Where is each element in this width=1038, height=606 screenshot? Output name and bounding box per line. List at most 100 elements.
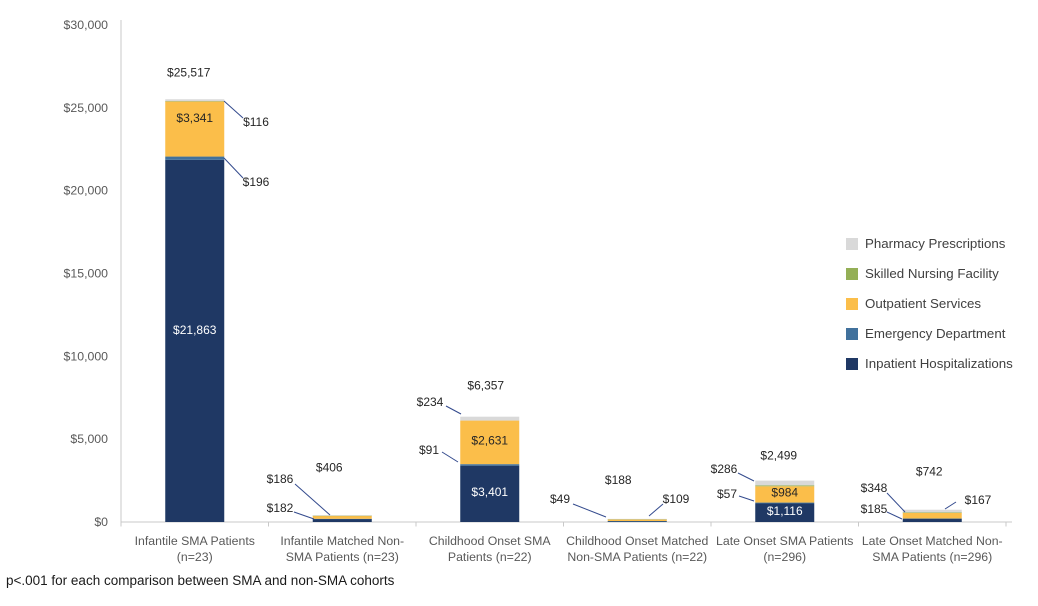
- callout-line: [648, 503, 664, 517]
- bar-segment-outpatient: [460, 420, 520, 465]
- category-label: (n=23): [177, 550, 213, 564]
- bar-segment-emergency: [607, 521, 667, 522]
- callout-line: [293, 511, 315, 520]
- bar-inside-label: $2,631: [471, 433, 508, 447]
- y-tick-label: $0: [94, 515, 108, 529]
- callout-label: $348: [861, 481, 888, 495]
- callout-label: $116: [243, 115, 269, 129]
- bar-segment-inpatient: [165, 159, 225, 522]
- callout-label: $196: [243, 175, 270, 189]
- legend-swatch-pharmacy-icon: [846, 237, 858, 250]
- y-tick-label: $10,000: [64, 349, 109, 363]
- callout-line: [737, 472, 755, 482]
- bar-segment-pharmacy: [165, 99, 225, 102]
- category-label: Infantile Matched Non-: [280, 534, 404, 548]
- bar-inside-label: $1,116: [767, 504, 803, 518]
- callout-line: [886, 492, 906, 513]
- legend-item-skilled-nursing: Skilled Nursing Facility: [846, 266, 1013, 281]
- category-label: Non-SMA Patients (n=22): [567, 550, 707, 564]
- legend-swatch-emergency-icon: [846, 327, 858, 340]
- legend-label-emergency: Emergency Department: [865, 326, 1006, 341]
- callout-line: [886, 511, 903, 520]
- bar-segment-inpatient: [902, 518, 962, 522]
- callout-label: $234: [417, 395, 444, 409]
- callout-label: $186: [267, 472, 294, 486]
- bar-segment-snf: [902, 512, 962, 513]
- bar-segment-emergency: [902, 518, 962, 520]
- callout-label: $167: [965, 493, 992, 507]
- legend-label-outpatient: Outpatient Services: [865, 296, 982, 311]
- y-tick-label: $20,000: [64, 184, 109, 198]
- bar-segment-pharmacy: [312, 515, 372, 516]
- y-tick-label: $30,000: [64, 18, 109, 32]
- callout-label: $182: [267, 501, 294, 515]
- bar-segment-snf: [312, 515, 372, 517]
- bar-segment-outpatient: [607, 519, 667, 522]
- category-label: Childhood Onset SMA: [429, 534, 551, 548]
- bar-total-label: $6,357: [467, 379, 504, 393]
- bar-segment-outpatient: [902, 512, 962, 519]
- bar-total-label: $25,517: [167, 65, 211, 79]
- legend-item-inpatient: Inpatient Hospitalizations: [846, 356, 1013, 371]
- bar-inside-label: $21,863: [173, 323, 217, 337]
- bar-segment-emergency: [755, 502, 815, 504]
- bar-segment-inpatient: [460, 465, 520, 522]
- legend: Pharmacy Prescriptions Skilled Nursing F…: [846, 236, 1013, 371]
- category-label: Late Onset SMA Patients: [716, 534, 853, 548]
- callout-line: [738, 495, 755, 502]
- callout-line: [294, 483, 331, 516]
- callout-line: [223, 100, 244, 119]
- legend-swatch-inpatient-icon: [846, 357, 858, 370]
- callout-label: $49: [550, 492, 570, 506]
- callout-label: $185: [861, 502, 888, 516]
- legend-label-skilled-nursing: Skilled Nursing Facility: [865, 266, 999, 281]
- bar-inside-label: $3,401: [471, 485, 508, 499]
- y-tick-label: $25,000: [64, 101, 109, 115]
- legend-item-outpatient: Outpatient Services: [846, 296, 1013, 311]
- y-tick-label: $15,000: [64, 267, 109, 281]
- bar-segment-inpatient: [607, 521, 667, 522]
- bar-segment-pharmacy: [902, 509, 962, 513]
- callout-label: $57: [717, 487, 737, 501]
- legend-swatch-outpatient-icon: [846, 297, 858, 310]
- bar-segment-pharmacy: [607, 518, 667, 520]
- callout-line: [223, 157, 244, 179]
- callout-label: $91: [419, 443, 439, 457]
- category-label: Patients (n=22): [448, 550, 532, 564]
- callout-line: [572, 503, 607, 518]
- category-label: SMA Patients (n=23): [286, 550, 399, 564]
- bar-segment-outpatient: [312, 515, 372, 519]
- bar-segment-outpatient: [165, 101, 225, 157]
- bar-total-label: $188: [605, 473, 632, 487]
- category-label: Late Onset Matched Non-: [862, 534, 1003, 548]
- callout-line: [441, 451, 459, 463]
- bar-segment-snf: [165, 101, 225, 102]
- callout-line: [445, 405, 462, 415]
- bar-segment-emergency: [460, 464, 520, 466]
- category-label: Childhood Onset Matched: [566, 534, 708, 548]
- legend-label-pharmacy: Pharmacy Prescriptions: [865, 236, 1006, 251]
- bar-segment-emergency: [312, 518, 372, 520]
- callout-line: [944, 501, 957, 510]
- legend-item-emergency: Emergency Department: [846, 326, 1013, 341]
- bar-inside-label: $984: [771, 485, 798, 499]
- bar-total-label: $742: [916, 465, 943, 479]
- bar-inside-label: $3,341: [176, 111, 213, 125]
- category-label: SMA Patients (n=296): [872, 550, 992, 564]
- bar-segment-snf: [755, 485, 815, 487]
- category-label: Infantile SMA Patients: [135, 534, 255, 548]
- bar-total-label: $2,499: [760, 449, 797, 463]
- legend-item-pharmacy: Pharmacy Prescriptions: [846, 236, 1013, 251]
- callout-label: $286: [711, 462, 738, 476]
- bar-segment-pharmacy: [460, 416, 520, 421]
- callout-label: $109: [663, 492, 690, 506]
- bar-segment-inpatient: [755, 503, 815, 522]
- legend-label-inpatient: Inpatient Hospitalizations: [865, 356, 1013, 371]
- bar-segment-pharmacy: [755, 480, 815, 486]
- legend-swatch-skilled-nursing-icon: [846, 267, 858, 280]
- y-tick-label: $5,000: [70, 432, 108, 446]
- category-label: (n=296): [763, 550, 806, 564]
- bar-total-label: $406: [316, 460, 343, 474]
